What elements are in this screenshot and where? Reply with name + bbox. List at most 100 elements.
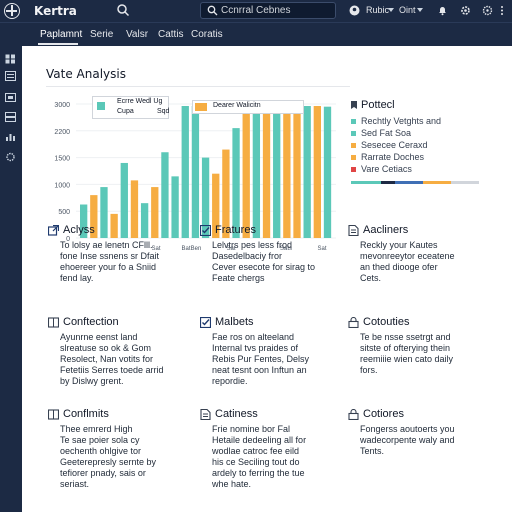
user-label[interactable]: Rubic [366,5,390,15]
card-body-line: fend lay. [60,273,94,283]
bar[interactable] [140,203,149,238]
card-body-line: slreatuse so ok & Gom [60,343,152,353]
card-body-line: sitste of ofterying thein [360,343,451,353]
bar[interactable] [222,149,230,238]
bar[interactable] [161,152,169,238]
progress-segment [395,181,423,184]
card-body-line: Cever esecote for sirag to [212,262,316,272]
logo-icon[interactable] [4,3,20,19]
folder-icon[interactable] [5,92,16,102]
card-body: Thee emrerd High Te sae poier sola cy oech… [60,424,156,490]
card-body-line: Te be nsse ssetrgt and [360,332,451,342]
panel-list-item[interactable]: Rarrate Doches [351,152,424,162]
bell-icon[interactable] [437,5,448,16]
bar[interactable] [110,213,118,238]
lock-icon [348,409,359,420]
bar[interactable] [323,106,332,239]
search-input[interactable]: Ccnrral Cebnes [200,2,336,19]
card-body-line: Feate chergs [212,273,265,283]
search-value: Ccnrral Cebnes [221,5,291,16]
chevron-down-icon[interactable] [417,8,423,12]
card-body-line: Resolect, Nan votits for [60,354,154,364]
document-icon [200,409,211,420]
bar[interactable] [283,106,291,238]
legend-sub-label: Sqd [157,108,170,115]
checkbox-icon [200,317,211,328]
progress-segment [381,181,395,184]
panel-list-item[interactable]: Rechtly Vetghts and [351,116,441,126]
bar[interactable] [242,106,250,238]
bar[interactable] [120,162,128,238]
panel-item-label: Rechtly Vetghts and [361,116,442,126]
x-tick-label: Bat [181,246,190,252]
more-icon[interactable] [498,5,506,16]
bar[interactable] [232,128,240,238]
stack-icon[interactable] [5,112,16,122]
bar[interactable] [262,106,271,238]
page-title: Vate Analysis [46,67,126,81]
settings-icon[interactable] [482,5,493,16]
card-body-line: Frie nomine bor Fal [212,424,291,434]
bar[interactable] [151,187,159,238]
panel-list-item[interactable]: Sesecee Ceraxd [351,140,428,150]
x-tick-label: Sat [151,246,160,252]
card-title: Cotiores [363,408,404,420]
card-body: Frie nomine bor Fal Hetaile dedeeling all… [212,424,306,490]
bar[interactable] [212,173,220,238]
nav-bar: Paplamnt Serie Valsr Cattis Coratis [0,22,512,46]
card-body: Te be nsse ssetrgt and sitste of ofteryin… [360,332,453,376]
checkbox-icon [200,225,211,236]
tab-serie[interactable]: Serie [90,29,114,40]
tab-cattis[interactable]: Cattis [158,29,184,40]
gear-icon[interactable] [460,5,471,16]
bar[interactable] [303,106,311,238]
bar[interactable] [130,180,139,238]
card-body-line: fors. [360,365,378,375]
project-label[interactable]: Oint [399,5,416,15]
bar[interactable] [191,106,200,238]
bar[interactable] [100,187,108,238]
user-icon[interactable] [349,5,360,16]
document-icon [348,225,359,236]
sidebar [0,46,22,512]
chevron-down-icon[interactable] [388,8,394,12]
brand-name[interactable]: Kertra [34,4,77,18]
card-body-line: neat tesnt oon Inftun an [212,365,307,375]
y-tick-label: 1000 [54,182,70,189]
card-body-line: seriast. [60,479,90,489]
card-body: Lelvtrs pes less frod Dasedelbaciy fror Ce… [212,240,315,284]
card-body-line: an thed diooge ofer [360,262,438,272]
grid-icon[interactable] [5,54,16,64]
bar[interactable] [293,106,301,238]
card-body-line: ehoereer your fo a Sniid [60,262,157,272]
legend-sub-label: Cupa [117,108,134,115]
search-icon[interactable] [116,3,130,17]
bar[interactable] [252,106,261,238]
y-tick-label: 500 [58,209,70,216]
x-tick-label: Sat [226,246,235,252]
card-body-line: Tents. [360,446,385,456]
bar[interactable] [90,195,98,238]
card-body: Reckly your Kautes mevonreeytor eceatene a… [360,240,455,284]
settings-icon[interactable] [5,152,16,162]
card-body-line: Cets. [360,273,382,283]
panel-list-item[interactable]: Sed Fat Soa [351,128,411,138]
bar[interactable] [313,106,321,238]
card-title: Catiness [215,408,258,420]
tab-coratis[interactable]: Coratis [191,29,223,40]
bar[interactable] [80,204,88,239]
tab-paplamnt[interactable]: Paplamnt [40,29,83,40]
bar[interactable] [273,106,281,238]
card-body-line: Internal tvs praides of [212,343,299,353]
bar[interactable] [171,176,179,238]
chart-icon[interactable] [5,132,16,142]
bar-chart: 3000 2200 1500 1000 500 0 Sat Bat Ben Sat Sats Sat [54,102,336,252]
y-tick-label: 2200 [54,129,70,136]
card-body-line: Fetetiis Serres toede arrid [60,365,164,375]
bar[interactable] [181,106,189,238]
y-tick-label: 1500 [54,156,70,163]
tab-valsr[interactable]: Valsr [126,29,149,40]
list-icon[interactable] [5,71,16,81]
panel-list-item[interactable]: Vare Cetiacs [351,164,412,174]
bar[interactable] [201,157,210,238]
